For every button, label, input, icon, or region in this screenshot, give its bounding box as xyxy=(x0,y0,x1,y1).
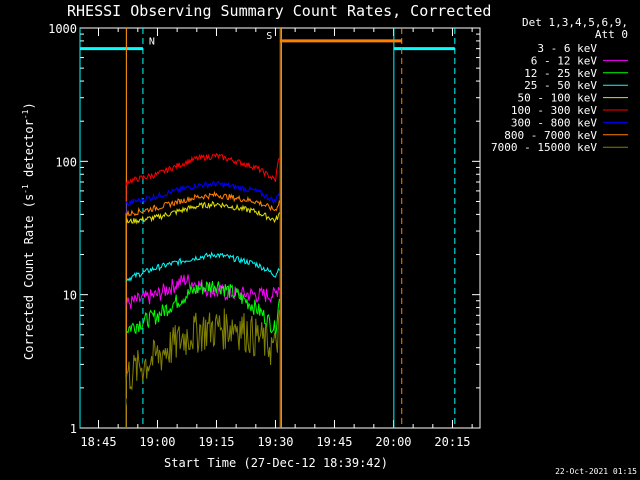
series-line xyxy=(125,200,280,428)
series-line xyxy=(125,180,280,428)
x-axis-label: Start Time (27-Dec-12 18:39:42) xyxy=(164,456,388,470)
legend-label: 25 - 50 keV xyxy=(524,79,597,92)
x-tick-label: 19:30 xyxy=(257,435,293,449)
legend-label: 7000 - 15000 keV xyxy=(491,141,597,154)
legend-label: 12 - 25 keV xyxy=(524,67,597,80)
legend-header-line2: Att 0 xyxy=(595,28,628,41)
x-tick-label: 18:45 xyxy=(80,435,116,449)
legend-label: 50 - 100 keV xyxy=(518,92,598,105)
series-line xyxy=(125,251,280,428)
x-tick-label: 20:15 xyxy=(434,435,470,449)
night-annotation: N xyxy=(149,37,155,48)
legend-label: 3 - 6 keV xyxy=(537,42,597,55)
footer-date: 22-Oct-2021 01:15 xyxy=(555,467,637,476)
legend-label: 100 - 300 keV xyxy=(511,104,597,117)
legend-header-line1: Det 1,3,4,5,6,9, xyxy=(522,16,628,29)
y-tick-label: 1 xyxy=(70,422,77,436)
y-tick-label: 1000 xyxy=(48,22,77,36)
y-axis-label-sup2: -1 xyxy=(21,109,30,119)
series-line xyxy=(125,190,280,428)
y-tick-label: 100 xyxy=(55,155,77,169)
x-tick-label: 19:00 xyxy=(139,435,175,449)
plot-area: 1 10 100 1000 18:45 19:00 19:15 19:30 19:45 20:00… xyxy=(48,22,481,449)
y-axis-label-sup1: -1 xyxy=(21,184,30,194)
y-tick-label: 10 xyxy=(63,289,77,303)
y-axis-label-mid: detector xyxy=(22,119,36,184)
y-axis-label-end: ) xyxy=(22,102,36,109)
y-axis-label-main: Corrected Count Rate (s xyxy=(22,194,36,360)
legend-label: 800 - 7000 keV xyxy=(504,129,597,142)
series-line xyxy=(125,281,280,428)
x-tick-label: 19:45 xyxy=(316,435,352,449)
series-line xyxy=(125,152,280,428)
chart-title: RHESSI Observing Summary Count Rates, Co… xyxy=(67,2,491,20)
legend-label: 6 - 12 keV xyxy=(531,54,598,67)
y-axis-label: Corrected Count Rate (s-1 detector-1) xyxy=(21,102,36,360)
series-line xyxy=(125,308,280,428)
saa-annotation: S xyxy=(266,31,272,42)
x-tick-label: 19:15 xyxy=(198,435,234,449)
x-tick-label: 20:00 xyxy=(375,435,411,449)
legend-label: 300 - 800 keV xyxy=(511,116,597,129)
